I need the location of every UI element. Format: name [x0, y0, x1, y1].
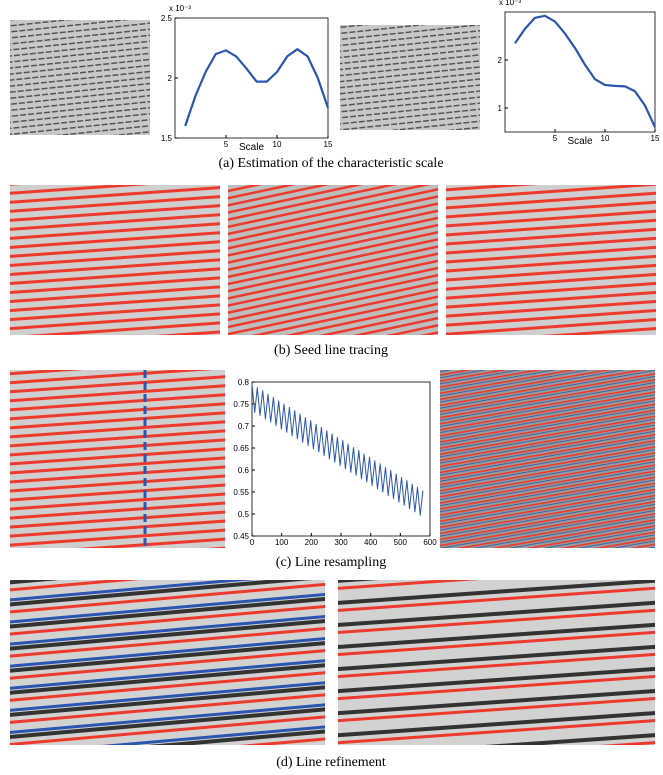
- x-tick-label: 400: [364, 538, 378, 547]
- photo: [228, 185, 438, 335]
- caption: (c) Line resampling: [276, 555, 386, 570]
- caption: (d) Line refinement: [276, 755, 386, 770]
- y-tick-label: 2: [168, 74, 173, 83]
- plot-frame: [504, 11, 656, 133]
- photo: [10, 20, 150, 135]
- axis-multiplier: x 10⁻³: [499, 0, 521, 7]
- x-tick-label: 5: [224, 140, 229, 149]
- y-tick-label: 2: [498, 56, 503, 65]
- x-tick-label: 5: [553, 134, 558, 143]
- x-axis-label: Scale: [239, 142, 264, 153]
- x-tick-label: 15: [651, 134, 660, 143]
- photo: [10, 185, 220, 335]
- x-axis-label: Scale: [567, 136, 592, 147]
- photo: [446, 185, 656, 335]
- x-tick-label: 100: [275, 538, 289, 547]
- x-tick-label: 0: [250, 538, 255, 547]
- caption: (b) Seed line tracing: [274, 343, 388, 358]
- photo: [10, 580, 325, 745]
- y-tick-label: 1.5: [161, 134, 173, 143]
- photo: [338, 580, 655, 745]
- y-tick-label: 0.45: [233, 532, 249, 541]
- photo: [340, 25, 480, 130]
- x-tick-label: 300: [334, 538, 348, 547]
- caption: (a) Estimation of the characteristic sca…: [218, 156, 443, 171]
- data-line: [514, 14, 656, 128]
- y-tick-label: 0.7: [238, 422, 250, 431]
- data-line: [251, 384, 424, 516]
- x-tick-label: 200: [305, 538, 319, 547]
- plot-frame: [174, 17, 329, 139]
- y-tick-label: 0.75: [233, 400, 249, 409]
- y-tick-label: 0.8: [238, 378, 250, 387]
- photo: [440, 370, 655, 548]
- y-tick-label: 0.65: [233, 444, 249, 453]
- y-tick-label: 0.5: [238, 510, 250, 519]
- x-tick-label: 10: [273, 140, 282, 149]
- y-tick-label: 0.6: [238, 466, 250, 475]
- y-tick-label: 2.5: [161, 14, 173, 23]
- photo: [10, 370, 225, 548]
- x-tick-label: 500: [394, 538, 408, 547]
- data-line: [184, 48, 330, 127]
- axis-multiplier: x 10⁻³: [169, 4, 191, 13]
- x-tick-label: 15: [324, 140, 333, 149]
- y-tick-label: 0.55: [233, 488, 249, 497]
- x-tick-label: 600: [423, 538, 437, 547]
- x-tick-label: 10: [601, 134, 610, 143]
- y-tick-label: 1: [498, 104, 503, 113]
